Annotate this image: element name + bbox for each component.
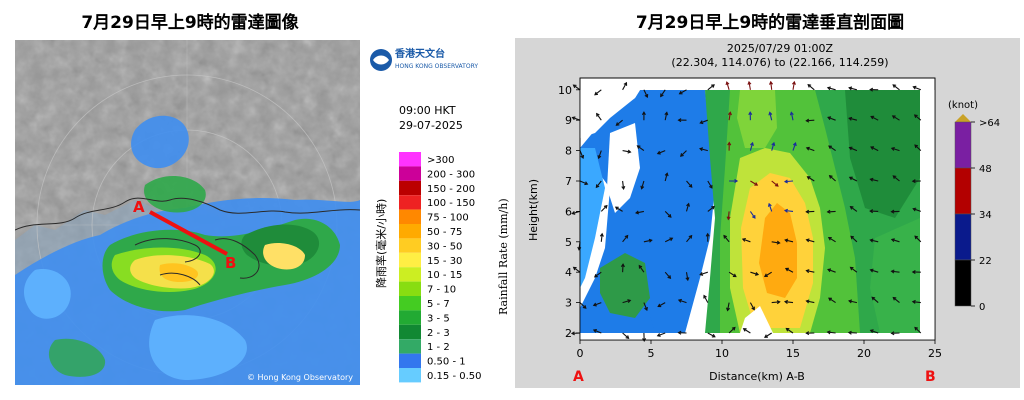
- colorbar-labels: >64 48 34 22 0: [971, 118, 1000, 313]
- radar-image-title: 7月29日早上9時的雷達圖像: [81, 13, 299, 33]
- y-axis-label: Height(km): [527, 179, 540, 241]
- y-tick-label: 2: [565, 327, 572, 340]
- x-tick-label: 20: [857, 347, 871, 360]
- legend-swatch: [399, 353, 421, 368]
- cross-section-line: [149, 210, 228, 256]
- colorbar-label: 48: [979, 164, 992, 175]
- profile-plot-area: [570, 77, 936, 343]
- y-tick-label: 5: [565, 236, 572, 249]
- hko-logo: 香港天文台 HONG KONG OBSERVATORY: [370, 47, 478, 71]
- legend-label: 10 - 15: [427, 270, 462, 281]
- x-axis-label: Distance(km) A-B: [709, 370, 805, 383]
- legend-title-en: Rainfall Rate (mm/h): [497, 198, 510, 315]
- radar-time: 09:00 HKT: [399, 104, 456, 117]
- legend-label: 50 - 75: [427, 227, 462, 238]
- legend-swatch: [399, 281, 421, 296]
- coastlines: [15, 197, 360, 286]
- radar-date: 29-07-2025: [399, 119, 463, 132]
- profile-header-coords: (22.304, 114.076) to (22.166, 114.259): [671, 56, 888, 69]
- legend-swatch: [399, 180, 421, 196]
- colorbar-segment: [954, 167, 972, 215]
- point-b-label: B: [225, 254, 236, 272]
- legend-swatch: [399, 339, 421, 354]
- y-tick-label: 8: [565, 145, 572, 158]
- wind-colorbar: (knot) >64 48 34 22 0: [948, 100, 1000, 313]
- legend-label: 15 - 30: [427, 256, 462, 267]
- map-copyright: © Hong Kong Observatory: [247, 373, 353, 382]
- profile-point-b: B: [925, 369, 936, 385]
- profile-header-time: 2025/07/29 01:00Z: [727, 42, 834, 55]
- legend-label: 100 - 150: [427, 198, 475, 209]
- legend-swatch: [399, 166, 421, 181]
- legend-swatch: [399, 368, 421, 383]
- legend-label: 2 - 3: [427, 328, 450, 339]
- legend-swatch: [399, 324, 421, 340]
- legend-swatch: [399, 152, 421, 167]
- x-tick-label: 0: [577, 347, 584, 360]
- point-a-label: A: [133, 198, 145, 216]
- y-tick-label: 10: [558, 84, 572, 97]
- colorbar-segment: [954, 213, 972, 261]
- radar-map: A B © Hong Kong Observatory: [15, 40, 360, 385]
- legend-label: 1 - 2: [427, 342, 450, 353]
- legend-label: 75 - 100: [427, 213, 469, 224]
- legend-label: 5 - 7: [427, 299, 450, 310]
- legend-label: 30 - 50: [427, 241, 462, 252]
- colorbar-label: 34: [979, 210, 992, 221]
- vertical-profile-panel: 2025/07/29 01:00Z (22.304, 114.076) to (…: [515, 38, 1020, 388]
- legend-label: 0.50 - 1: [427, 357, 466, 368]
- legend-swatch: [399, 267, 421, 282]
- legend-label: 0.15 - 0.50: [427, 371, 482, 382]
- x-tick-label: 5: [648, 347, 655, 360]
- hko-logo-cn: 香港天文台: [395, 47, 445, 60]
- legend-swatch: [399, 195, 421, 210]
- rain-echoes: [15, 115, 360, 385]
- y-tick-label: 6: [565, 205, 572, 218]
- vertical-profile-title: 7月29日早上9時的雷達垂直剖面圖: [635, 13, 905, 33]
- colorbar-label: 0: [979, 302, 985, 313]
- y-tick-label: 4: [565, 266, 572, 279]
- colorbar-segment: [954, 121, 972, 169]
- x-tick-label: 10: [715, 347, 729, 360]
- x-tick-label: 15: [786, 347, 800, 360]
- profile-point-a: A: [573, 369, 584, 385]
- colorbar-label: 22: [979, 256, 992, 267]
- x-tick-label: 25: [928, 347, 942, 360]
- rainfall-legend: >300 200 - 300 150 - 200 100 - 150 75 - 100 5…: [399, 152, 482, 383]
- legend-label: >300: [427, 155, 454, 166]
- radar-legend-panel: 香港天文台 HONG KONG OBSERVATORY 09:00 HKT 29…: [370, 47, 510, 383]
- y-axis-ticks: 2 3 4 5 6 7 8 9 10: [558, 84, 580, 340]
- wind-vectors: [570, 80, 922, 343]
- legend-swatch: [399, 238, 421, 253]
- colorbar-arrow-icon: [955, 114, 971, 122]
- legend-swatch: [399, 252, 421, 268]
- y-tick-label: 7: [565, 175, 572, 188]
- legend-swatch: [399, 310, 421, 325]
- y-tick-label: 9: [565, 114, 572, 127]
- colorbar-segment: [954, 259, 972, 307]
- colorbar-unit: (knot): [948, 100, 978, 111]
- legend-label: 3 - 5: [427, 313, 450, 324]
- legend-swatch: [399, 224, 421, 239]
- legend-label: 7 - 10: [427, 285, 456, 296]
- legend-swatch: [399, 209, 421, 224]
- legend-title-cn: 降雨率(毫米/小時): [374, 199, 388, 288]
- hko-logo-en: HONG KONG OBSERVATORY: [395, 63, 478, 70]
- legend-label: 200 - 300: [427, 169, 475, 180]
- colorbar-label: >64: [979, 118, 1000, 129]
- legend-label: 150 - 200: [427, 184, 475, 195]
- x-axis-ticks: 0 5 10 15 20 25: [577, 340, 942, 360]
- y-tick-label: 3: [565, 297, 572, 310]
- legend-swatch: [399, 296, 421, 311]
- colorbar-segments: [954, 121, 972, 307]
